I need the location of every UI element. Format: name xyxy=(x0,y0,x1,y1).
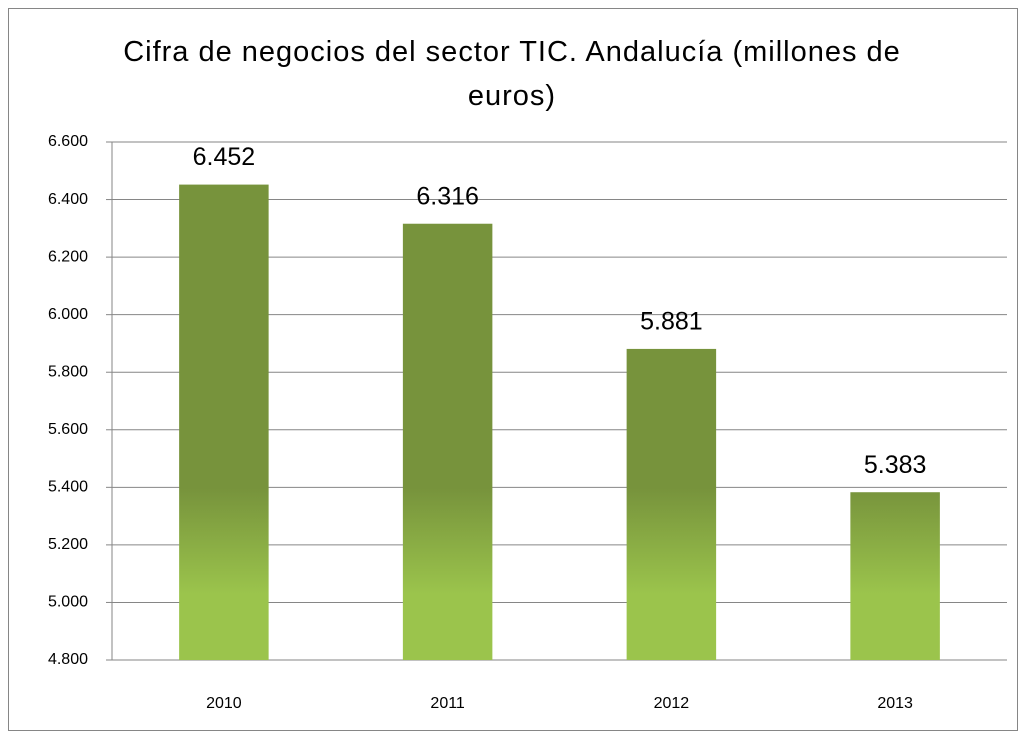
data-label: 6.316 xyxy=(416,182,479,210)
y-tick-label: 6.000 xyxy=(48,306,88,323)
bar xyxy=(179,184,269,660)
y-tick-label: 6.600 xyxy=(48,133,88,150)
data-label: 5.383 xyxy=(864,451,927,479)
x-tick-label: 2012 xyxy=(654,695,690,712)
y-tick-label: 5.200 xyxy=(48,536,88,553)
bar xyxy=(850,492,940,660)
chart-title: Cifra de negocios del sector TIC. Andalu… xyxy=(123,36,901,112)
y-tick-label: 4.800 xyxy=(48,651,88,668)
x-tick-label: 2011 xyxy=(430,695,465,712)
y-tick-label: 6.200 xyxy=(48,248,88,265)
bar xyxy=(626,348,717,660)
data-label: 5.881 xyxy=(640,308,703,336)
chart-border xyxy=(8,8,1018,731)
y-tick-label: 5.000 xyxy=(48,594,88,611)
x-tick-label: 2013 xyxy=(877,695,913,712)
y-tick-label: 5.600 xyxy=(48,421,88,438)
y-tick-label: 6.400 xyxy=(48,191,88,208)
bar xyxy=(402,223,493,660)
y-tick-label: 5.400 xyxy=(48,479,88,496)
y-tick-label: 5.800 xyxy=(48,363,88,380)
x-tick-label: 2010 xyxy=(206,695,242,712)
data-label: 6.452 xyxy=(193,143,256,171)
